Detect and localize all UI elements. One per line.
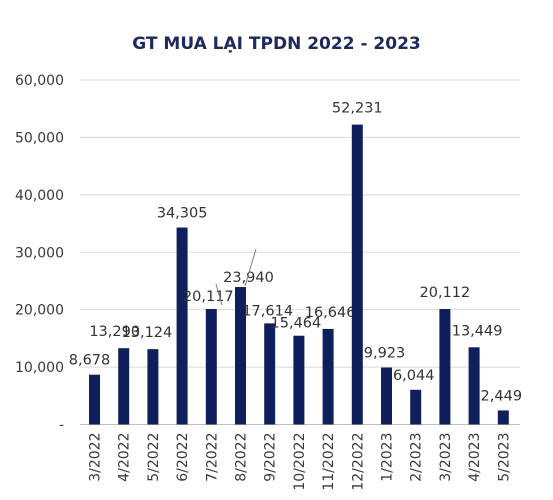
bar <box>497 410 509 425</box>
y-tick-label: 20,000 <box>15 303 64 319</box>
data-label: 9,923 <box>364 346 406 362</box>
x-tick-label: 3/2023 <box>438 433 454 482</box>
x-tick-label: 7/2022 <box>204 433 220 482</box>
data-label: 8,678 <box>69 353 111 369</box>
bar <box>468 347 480 425</box>
bar <box>410 389 422 425</box>
label-leader-line <box>244 248 257 287</box>
bar <box>147 349 159 425</box>
bar <box>439 309 451 425</box>
y-tick-label: 10,000 <box>15 360 64 376</box>
x-tick-label: 6/2022 <box>175 433 191 482</box>
data-label: 15,464 <box>271 316 322 332</box>
data-label: 17,614 <box>242 303 293 319</box>
data-label: 16,646 <box>305 305 356 321</box>
data-label: 13,124 <box>122 325 173 341</box>
x-tick-label: 5/2023 <box>496 433 512 482</box>
y-tick-label: 50,000 <box>15 130 64 146</box>
data-label: 23,940 <box>223 270 274 286</box>
data-label: 34,305 <box>157 206 208 222</box>
x-tick-label: 10/2022 <box>292 433 308 491</box>
x-tick-label: 4/2023 <box>467 432 483 481</box>
data-label: 20,112 <box>420 285 471 301</box>
x-tick-label: 1/2023 <box>380 433 396 482</box>
data-label: 2,449 <box>481 388 523 404</box>
data-label: 6,044 <box>393 368 435 384</box>
bar <box>205 308 217 425</box>
x-tick-label: 3/2022 <box>88 433 104 482</box>
data-label: 52,231 <box>332 101 383 117</box>
bar <box>176 227 188 425</box>
bar <box>351 124 363 425</box>
x-tick-label: 12/2022 <box>350 433 366 491</box>
bar <box>118 348 130 425</box>
label-leader-line <box>215 283 223 306</box>
x-tick-label: 8/2022 <box>234 433 250 482</box>
x-tick-label: 2/2023 <box>409 433 425 482</box>
x-tick-label: 5/2022 <box>146 433 162 482</box>
bar <box>89 374 100 425</box>
data-label: 13,449 <box>452 323 503 339</box>
bar <box>322 328 334 425</box>
chart-title: GT MUA LẠI TPDN 2022 - 2023 <box>132 34 421 54</box>
x-tick-label: 9/2022 <box>263 433 279 482</box>
bar <box>293 335 305 425</box>
bar <box>381 367 392 425</box>
x-tick-label: 4/2022 <box>117 433 133 482</box>
y-tick-label: 60,000 <box>15 73 64 89</box>
bar <box>264 323 276 425</box>
y-tick-label: - <box>59 418 64 434</box>
bar <box>235 287 246 425</box>
x-tick-label: 11/2022 <box>321 433 337 491</box>
data-label: 13,290 <box>89 324 140 340</box>
y-tick-label: 40,000 <box>15 188 64 204</box>
y-tick-label: 30,000 <box>15 245 64 261</box>
data-label: 20,117 <box>183 289 234 305</box>
